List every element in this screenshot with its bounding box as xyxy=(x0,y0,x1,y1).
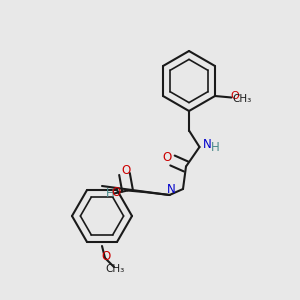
Text: H: H xyxy=(106,187,115,200)
Text: N: N xyxy=(202,137,211,151)
Text: O: O xyxy=(230,91,239,101)
Text: O: O xyxy=(163,151,172,164)
Text: O: O xyxy=(122,164,130,177)
Text: CH₃: CH₃ xyxy=(232,94,252,104)
Text: CH₃: CH₃ xyxy=(106,263,125,274)
Text: H: H xyxy=(211,141,220,154)
Text: N: N xyxy=(167,183,176,196)
Text: O: O xyxy=(101,250,110,263)
Text: O: O xyxy=(112,185,121,199)
